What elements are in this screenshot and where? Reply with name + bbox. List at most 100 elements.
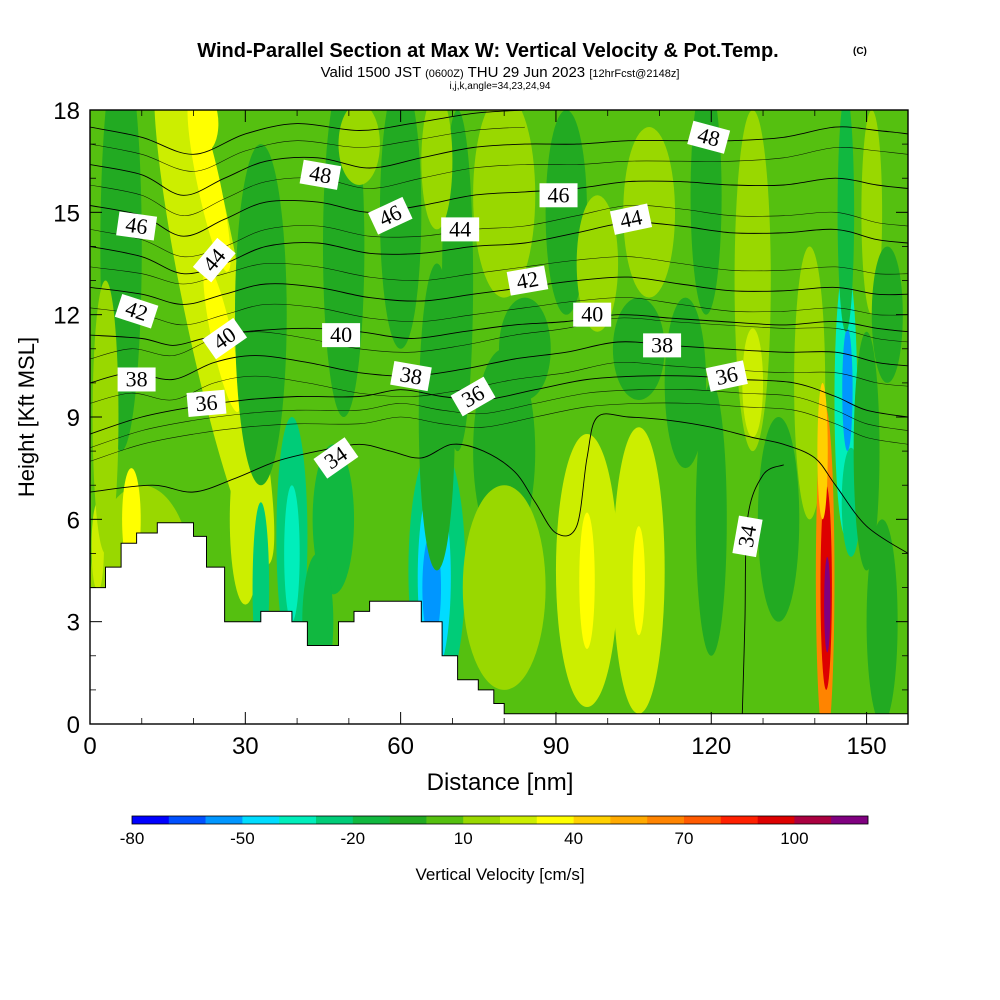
colorbar-tick-label: -20 [341,829,366,848]
velocity-cell-49 [817,382,828,520]
y-tick-label: 0 [67,712,80,739]
colorbar-frame [131,815,869,825]
thin-contour-0 [90,402,908,462]
contour-label-text: 38 [126,366,148,391]
velocity-cell-41 [695,382,727,656]
colorbar-swatch [500,816,538,824]
velocity-cell-32 [579,512,595,649]
colorbar: -80 -50 -20 10 40 70 100 [120,815,869,848]
colorbar-swatch [426,816,464,824]
thin-contour-2 [90,361,908,404]
velocity-cell-38 [612,297,665,400]
velocity-cell-5 [92,280,119,554]
velocity-cell-26 [421,110,453,230]
velocity-cell-27 [473,110,536,298]
thin-contour-1 [90,388,908,448]
velocity-cell-30 [462,485,546,690]
contour-label-text: 44 [618,204,645,233]
theta-contour-34-0 [90,413,908,554]
theta-contour-top-9 [90,110,525,155]
colorbar-swatch [463,816,501,824]
x-axis-label: Distance [nm] [427,769,574,796]
x-tick-label: 30 [232,733,259,760]
contour-label-text: 34 [733,523,761,549]
velocity-cell-44 [757,416,800,622]
colorbar-tick-label: -80 [120,829,145,848]
contour-label-44: 44 [609,203,653,235]
x-tick-label: 0 [83,733,96,760]
contour-label-box [313,437,359,479]
colorbar-swatch [610,816,648,824]
velocity-cell-16 [312,444,355,595]
x-tick-label: 120 [691,733,731,760]
contour-label-box [609,203,653,235]
contour-label-box [116,211,158,241]
colorbar-swatch [168,816,206,824]
theta-contour-46-7 [90,177,908,237]
contour-label-box [390,360,432,392]
colorbar-swatch [573,816,611,824]
contour-label-46: 46 [539,182,578,208]
colorbar-swatch [242,816,280,824]
colorbar-swatch [831,816,869,824]
contour-label-36: 36 [186,389,227,417]
contour-label-box [367,196,413,235]
y-tick-label: 9 [67,405,80,432]
contour-label-box [117,367,156,392]
colorbar-swatch [647,816,685,824]
x-tick-label: 150 [847,733,887,760]
contour-label-text: 36 [713,361,740,390]
contour-label-text: 46 [124,212,149,240]
colorbar-tick-label: 70 [675,829,694,848]
contour-label-38: 38 [643,332,682,358]
colorbar-tick-label: 40 [564,829,583,848]
contour-label-box [441,217,480,242]
theta-contour-48-8 [90,126,908,196]
contour-label-box [687,120,731,154]
contour-label-44: 44 [441,216,480,242]
colorbar-swatch [279,816,317,824]
y-tick-label: 12 [53,303,80,330]
chart-title: Wind-Parallel Section at Max W: Vertical… [197,40,778,62]
contour-label-box [186,389,227,417]
velocity-cell-20 [379,110,422,349]
velocity-cell-37 [623,127,676,298]
velocity-cell-56 [866,519,898,724]
contour-label-text: 40 [330,322,352,347]
y-tick-label: 3 [67,610,80,637]
contour-label-48: 48 [687,120,731,154]
colorbar-label: Vertical Velocity [cm/s] [415,865,584,884]
velocity-cell-13 [284,485,300,622]
contour-label-38: 38 [117,366,156,392]
velocity-cell-57 [871,246,903,383]
theta-contour-36-2 [90,375,908,435]
contour-label-42: 42 [114,293,159,329]
terrain-mask [89,522,909,725]
contour-label-text: 38 [651,332,673,357]
contour-label-40: 40 [573,302,612,327]
colorbar-tick-label: 10 [454,829,473,848]
velocity-cell-43 [742,328,764,438]
contour-label-box [732,515,763,558]
contour-label-text: 42 [514,266,540,294]
contour-label-text: 38 [398,361,424,389]
colorbar-swatch [757,816,795,824]
colorbar-tick-label: -50 [230,829,255,848]
velocity-cell-51 [842,328,853,452]
theta-contour-38-3 [90,341,908,384]
valid-utc: (0600Z) [425,68,464,80]
velocity-cell-54 [853,331,880,571]
velocity-cell-55 [861,110,883,315]
thin-contour-7 [90,147,908,216]
thin-contour-8 [90,126,525,172]
colorbar-swatch [205,816,243,824]
theta-contour-42-5 [90,276,908,305]
contour-label-box [450,376,496,417]
colorbar-swatch [316,816,354,824]
grid-params: i,j,k,angle=34,23,24,94 [450,81,551,92]
contour-label-34: 34 [313,437,359,479]
contour-label-text: 46 [548,182,570,207]
colorbar-swatch [720,816,758,824]
